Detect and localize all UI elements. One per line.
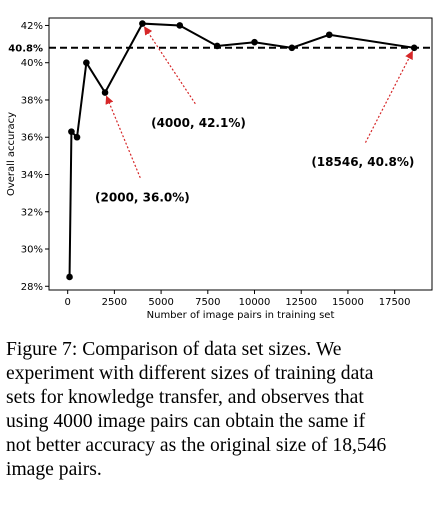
- y-tick-label: 28%: [21, 282, 43, 293]
- data-point: [410, 44, 418, 52]
- y-tick-label: 32%: [21, 207, 43, 218]
- series-line: [68, 22, 415, 277]
- y-tick-label: 36%: [21, 133, 43, 144]
- caption-line: not better accuracy as the original size…: [6, 435, 387, 456]
- data-point: [325, 31, 333, 39]
- x-tick-label: 10000: [239, 297, 271, 308]
- x-tick-label: 2500: [102, 297, 127, 308]
- annotation-label: (4000, 42.1%): [151, 116, 246, 130]
- data-point: [73, 133, 81, 141]
- x-tick-label: 5000: [148, 297, 173, 308]
- data-point: [139, 20, 146, 27]
- annotation-label: (18546, 40.8%): [311, 155, 414, 169]
- caption-line: experiment with different sizes of train…: [6, 363, 374, 384]
- y-tick-label: 42%: [21, 21, 43, 32]
- data-point: [251, 38, 258, 46]
- figure-caption: Figure 7: Comparison of data set sizes. …: [6, 338, 438, 482]
- data-point: [288, 44, 296, 52]
- caption-line: sets for knowledge transfer, and observe…: [6, 387, 364, 408]
- caption-line: using 4000 image pairs can obtain the sa…: [6, 411, 366, 432]
- data-point: [68, 128, 75, 135]
- plot-frame: [48, 17, 433, 291]
- annotation-arrow: [144, 26, 196, 105]
- x-tick-label: 15000: [332, 297, 364, 308]
- caption-line: image pairs.: [6, 459, 102, 480]
- y-tick-label: 38%: [21, 95, 43, 106]
- caption-line: Figure 7: Comparison of data set sizes. …: [6, 339, 342, 360]
- data-point: [101, 89, 109, 96]
- y-tick-label: 30%: [21, 245, 43, 256]
- data-point: [213, 42, 221, 50]
- x-tick-label: 17500: [379, 297, 411, 308]
- x-tick-label: 0: [64, 297, 70, 308]
- annotation-arrow: [364, 50, 413, 143]
- data-point: [83, 59, 90, 67]
- x-tick-label: 12500: [285, 297, 317, 308]
- data-point: [66, 273, 73, 281]
- y-axis-label: Overall accuracy: [6, 112, 17, 196]
- annotation-arrow: [105, 95, 141, 179]
- x-tick-label: 7500: [195, 297, 220, 308]
- reference-line-label: 40.8%: [8, 43, 43, 54]
- x-axis-label: Number of image pairs in training set: [147, 310, 335, 321]
- accuracy-chart: 0 2500 5000 7500 10000 12500 15000 17500 28% 30% 3…: [6, 17, 433, 321]
- data-point: [176, 22, 184, 29]
- annotation-label: (2000, 36.0%): [95, 190, 190, 204]
- y-tick-label: 34%: [21, 170, 43, 181]
- y-tick-label: 40%: [21, 58, 43, 69]
